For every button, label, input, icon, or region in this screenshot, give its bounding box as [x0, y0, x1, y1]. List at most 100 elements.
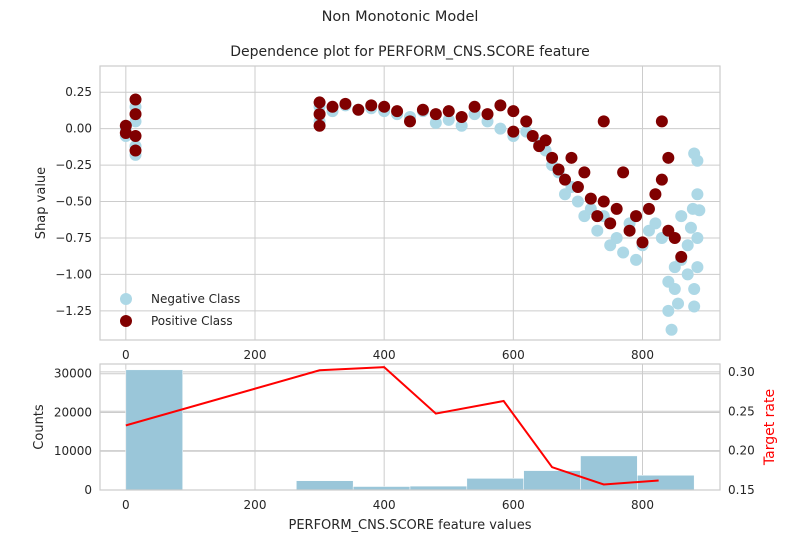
y-tick-label: 0.00 [65, 122, 92, 136]
y-tick-label: −1.00 [55, 267, 92, 281]
negative-class-point [610, 231, 623, 244]
y-tick-label: −1.25 [55, 304, 92, 318]
legend-marker [120, 315, 132, 327]
positive-class-point [546, 151, 559, 164]
y2-tick-label: 0.15 [728, 483, 755, 497]
x-tick-label: 200 [244, 498, 267, 512]
y2-tick-label: 0.25 [728, 404, 755, 418]
x-tick-label: 0 [122, 498, 130, 512]
positive-class-point [617, 166, 630, 179]
positive-class-point [623, 224, 636, 237]
y-tick-label: −0.50 [55, 195, 92, 209]
positive-class-point [416, 103, 429, 116]
positive-class-point [365, 99, 378, 112]
y-tick-label: −0.25 [55, 158, 92, 172]
y-tick-label: 0.25 [65, 85, 92, 99]
positive-class-point [591, 210, 604, 223]
x-tick-label: 800 [631, 348, 654, 362]
x-axis-label: PERFORM_CNS.SCORE feature values [288, 518, 531, 533]
negative-class-point [571, 195, 584, 208]
positive-class-point [313, 108, 326, 121]
positive-class-point [326, 100, 339, 113]
y-axis-label: Shap value [34, 167, 49, 239]
positive-class-point [649, 188, 662, 201]
positive-class-point [494, 99, 507, 112]
positive-class-point [604, 217, 617, 230]
x-tick-label: 0 [122, 348, 130, 362]
positive-class-point [378, 100, 391, 113]
y-axis-label: Counts [32, 404, 47, 450]
y2-tick-label: 0.30 [728, 365, 755, 379]
positive-class-point [584, 192, 597, 205]
positive-class-point [610, 202, 623, 215]
histogram-bar [296, 480, 354, 491]
positive-class-point [630, 210, 643, 223]
positive-class-point [507, 105, 520, 118]
negative-class-point [684, 221, 697, 234]
positive-class-point [597, 195, 610, 208]
negative-class-point [688, 282, 701, 295]
positive-class-point [313, 96, 326, 109]
positive-class-point [129, 144, 142, 157]
negative-class-point [691, 188, 704, 201]
x-tick-label: 600 [502, 498, 525, 512]
negative-class-point [662, 304, 675, 317]
negative-class-point [688, 300, 701, 313]
positive-class-point [129, 108, 142, 121]
legend-label: Negative Class [151, 292, 240, 306]
y-tick-label: 30000 [54, 367, 92, 381]
histogram-bar [125, 369, 183, 491]
positive-class-point [119, 127, 132, 140]
positive-class-point [578, 166, 591, 179]
legend-label: Positive Class [151, 314, 233, 328]
histogram-bar [466, 478, 524, 491]
dependence-plot-axes: 0 200 400 600 800 −1.25 −1.00 −0.75 −0.50 −0.25 0.… [34, 44, 721, 362]
negative-class-point [681, 239, 694, 252]
x-tick-label: 400 [373, 348, 396, 362]
negative-class-point [665, 323, 678, 336]
negative-class-point [681, 268, 694, 281]
y2-axis-label: Target rate [762, 389, 778, 466]
y-tick-label: 10000 [54, 444, 92, 458]
y-tick-label: 0 [84, 483, 92, 497]
negative-class-point [630, 253, 643, 266]
positive-class-point [642, 202, 655, 215]
positive-class-point [468, 100, 481, 113]
negative-class-point [494, 122, 507, 135]
negative-class-point [691, 261, 704, 274]
negative-class-point [668, 282, 681, 295]
target-rate-line [125, 366, 659, 486]
negative-class-point [693, 204, 706, 217]
plot-frame [99, 363, 721, 491]
chart-title: Dependence plot for PERFORM_CNS.SCORE fe… [230, 44, 590, 60]
positive-class-point [339, 97, 352, 110]
plot-frame [99, 65, 721, 341]
negative-class-point [649, 217, 662, 230]
figure-suptitle: Non Monotonic Model [321, 9, 479, 25]
positive-class-point [391, 105, 404, 118]
positive-class-point [559, 173, 571, 186]
positive-class-point [539, 134, 552, 147]
x-tick-label: 400 [373, 498, 396, 512]
legend-marker [120, 293, 132, 305]
positive-class-point [655, 173, 668, 186]
y-tick-label: 20000 [54, 405, 92, 419]
x-tick-label: 800 [631, 498, 654, 512]
histogram-axes: 0 200 400 600 800 0 10000 20000 30000 0.15 0.20 0.2… [32, 363, 778, 533]
positive-class-point [352, 103, 365, 116]
positive-class-point [636, 236, 649, 249]
positive-class-point [404, 115, 416, 128]
negative-class-point [591, 224, 604, 237]
y2-tick-label: 0.20 [728, 444, 755, 458]
negative-class-point [675, 210, 688, 223]
positive-class-point [597, 115, 610, 128]
positive-class-point [129, 129, 142, 142]
positive-class-point [675, 250, 688, 263]
negative-class-point [429, 116, 442, 129]
x-tick-label: 600 [502, 348, 525, 362]
positive-class-point [668, 231, 681, 244]
negative-class-point [672, 297, 685, 310]
positive-class-point [526, 129, 539, 142]
positive-class-point [662, 151, 675, 164]
positive-class-point [429, 108, 442, 121]
